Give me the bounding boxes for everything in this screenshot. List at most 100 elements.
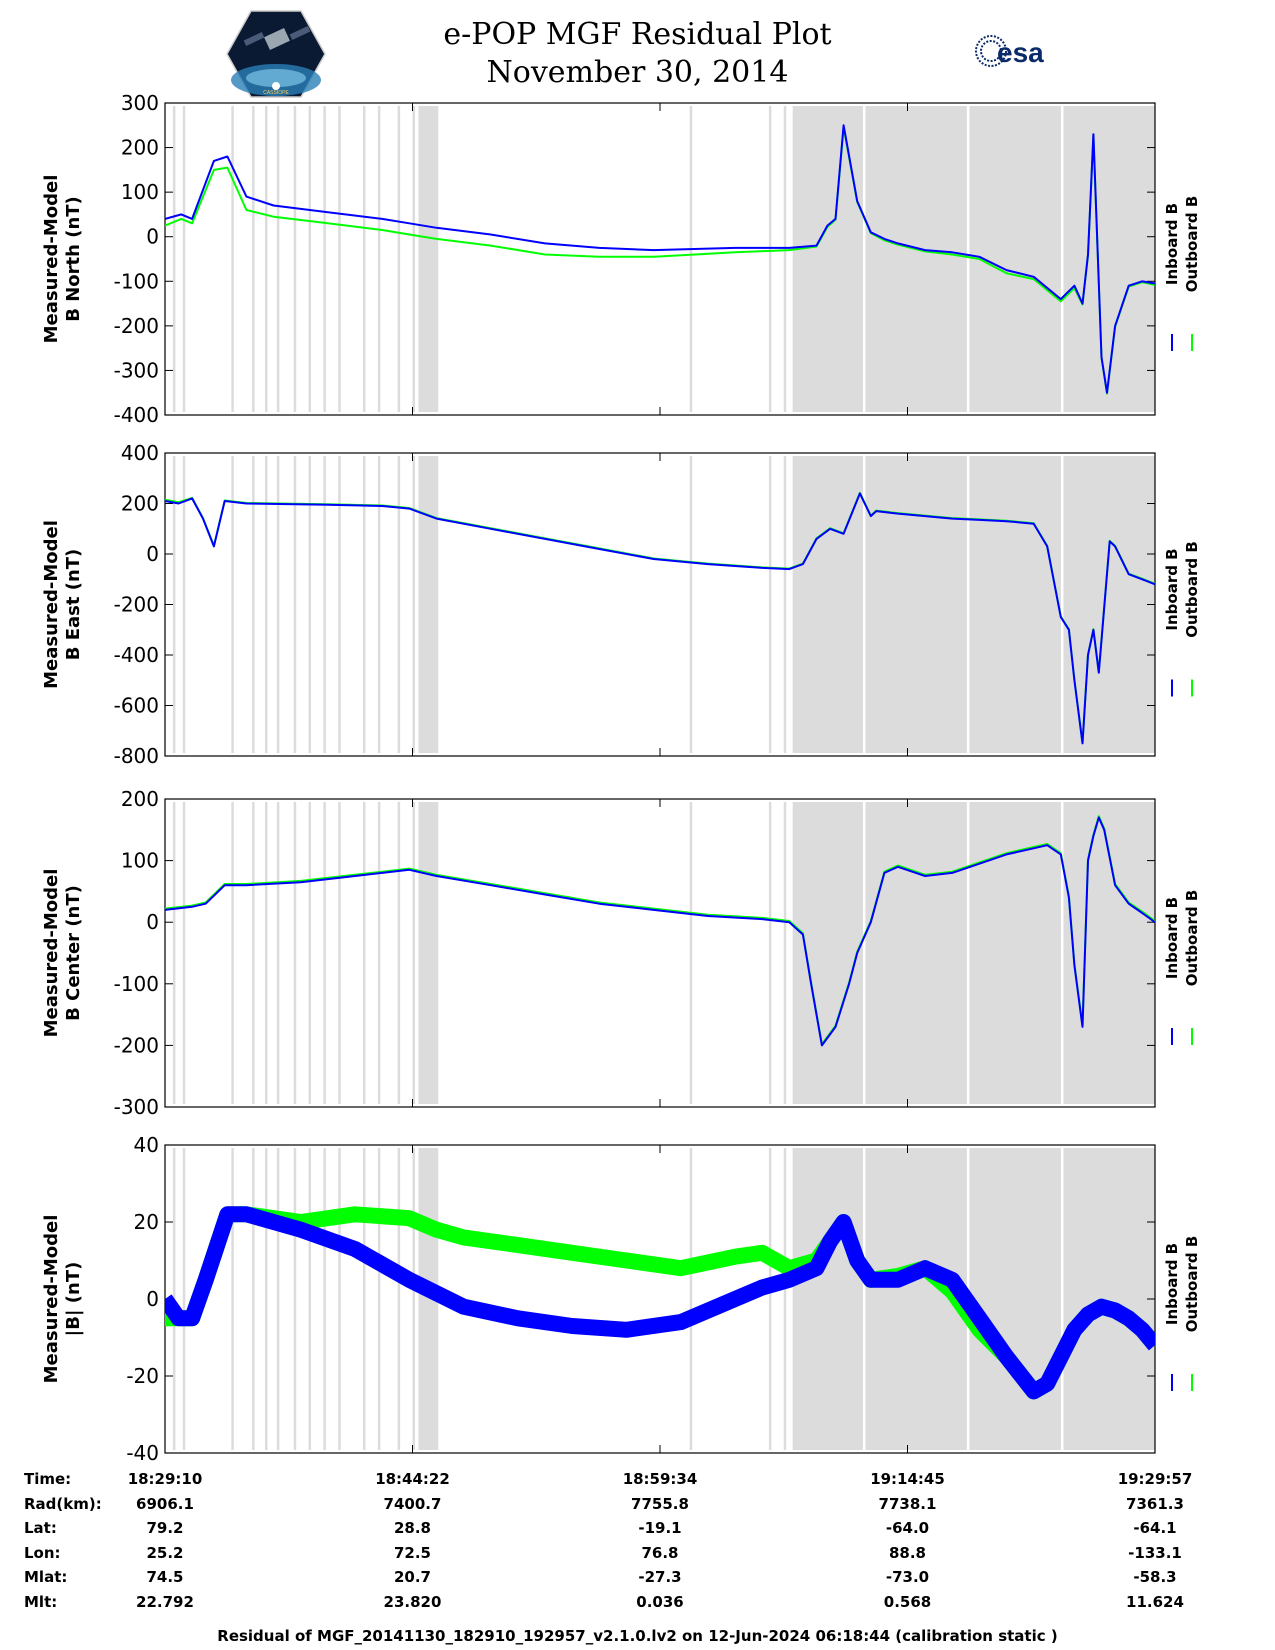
gap-bar [182,456,186,753]
info-row-label: Lon: [24,1543,61,1562]
y-tick-label: 100 [121,180,159,204]
info-row-value: -27.3 [638,1568,682,1586]
y-tick-label: 0 [146,225,159,249]
gap-bar [264,1148,268,1450]
panel-4: 40 20 0 -20 -40 Measured-Model|B| (nT) Inboard… [41,1133,1201,1465]
gap-bar [1065,1148,1069,1450]
gap-bar [922,106,925,412]
footer-note: Residual of MGF_20141130_182910_192957_v… [217,1627,1058,1645]
gap-bar [182,802,186,1104]
gap-bar [813,106,816,412]
gap-bar [276,106,280,412]
gap-bar [252,106,255,412]
info-row-value: 76.8 [641,1543,679,1562]
legend-label: Outboard B [1183,541,1201,638]
esa-logo-text: esa [997,37,1044,68]
gap-bar [902,802,906,1104]
gap-bar [922,456,925,753]
y-tick-label: -200 [114,1033,159,1057]
info-row-value: -19.1 [638,1519,682,1537]
gap-bar [308,456,312,753]
gap-bar [323,106,326,412]
info-row-label: Lat: [24,1519,57,1537]
shade-gap [862,1148,866,1450]
info-row-value: 22.792 [136,1592,194,1611]
gap-bar [293,106,297,412]
gap-bar [252,802,255,1104]
info-row-value: 18:59:34 [622,1470,698,1488]
gap-bar [902,1148,906,1450]
info-row-value: -64.1 [1133,1519,1177,1537]
y-tick-label: -400 [114,643,159,667]
gap-bar [412,1148,415,1450]
y-axis-label: Measured-ModelB North (nT) [41,175,84,344]
gap-bar [783,456,787,753]
y-tick-label: -300 [114,1095,159,1119]
gap-bar [689,802,693,1104]
info-row-value: 19:29:57 [1117,1470,1193,1488]
gap-bar [828,1148,831,1450]
shade-gap [862,802,866,1104]
gap-bar [231,456,234,753]
panel-3: 200 100 0 -100 -200 -300 Measured-ModelB Cente… [41,787,1201,1119]
gap-bar [1065,802,1069,1104]
shade-gap [862,456,866,753]
eclipse-shade [792,802,1155,1104]
gap-bar [947,802,950,1104]
gap-bar [412,802,415,1104]
gap-bar [231,802,234,1104]
legend-label: Outboard B [1183,1236,1201,1333]
legend-label: Inboard B [1163,203,1181,285]
gap-bar [768,1148,772,1450]
gap-bar [338,802,341,1104]
info-row-label: Time: [24,1470,72,1488]
info-row-value: 11.624 [1126,1592,1184,1611]
gap-bar [182,106,186,412]
gap-bar [293,1148,297,1450]
gap-bar [264,802,268,1104]
gap-bar [276,1148,280,1450]
shade-gap [966,802,970,1104]
series-line-inboard [165,124,1155,394]
gap-bar [783,1148,787,1450]
legend-label: Inboard B [1163,548,1181,630]
shade-gap [1060,106,1064,412]
gap-bar [172,106,176,412]
shade-gap [1060,456,1064,753]
gap-bar [172,456,176,753]
gap-band [418,456,439,753]
gap-bar [363,1148,366,1450]
series-line-inboard [165,492,1155,745]
shade-gap [966,456,970,753]
y-tick-label: -400 [114,403,159,427]
gap-bar [323,456,326,753]
gap-bar [377,1148,381,1450]
info-row-value: -73.0 [885,1568,930,1586]
gap-bar [1125,802,1128,1104]
y-tick-label: 200 [121,492,159,516]
legend-label: Inboard B [1163,897,1181,979]
gap-bar [338,456,341,753]
gap-bar [1021,106,1024,412]
gap-bar [689,456,693,753]
y-tick-label: 300 [121,91,159,115]
gap-bar [768,456,772,753]
gap-bar [293,802,297,1104]
gap-bar [981,802,985,1104]
info-row-value: 18:29:10 [127,1470,203,1488]
y-tick-label: 200 [121,136,159,160]
y-tick-label: -600 [114,694,159,718]
gap-band [418,802,439,1104]
gap-bar [813,1148,816,1450]
info-row-label: Rad(km): [24,1494,102,1513]
gap-bar [308,802,312,1104]
gap-bar [957,456,960,753]
gap-bar [252,456,255,753]
gap-bar [947,106,950,412]
info-row-value: -64.0 [885,1519,930,1537]
gap-bar [1095,802,1099,1104]
y-tick-label: 100 [121,849,159,873]
gap-bar [323,802,326,1104]
gap-bar [828,802,831,1104]
y-tick-label: -20 [126,1364,159,1388]
